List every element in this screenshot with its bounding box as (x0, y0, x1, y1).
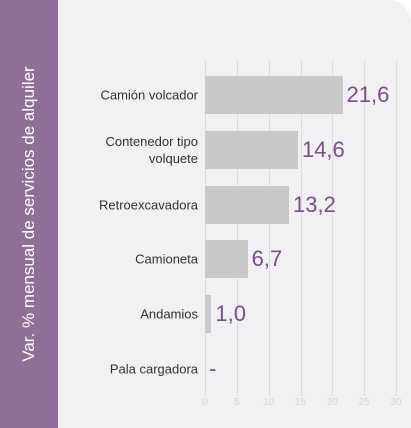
x-tick-label: 25 (358, 397, 370, 408)
x-tick-label: 20 (326, 397, 338, 408)
category-label: Andamios (140, 306, 198, 322)
bar (205, 76, 343, 115)
axis-band (0, 0, 58, 428)
x-tick-label: 15 (294, 397, 307, 408)
x-tick-label: 30 (390, 397, 402, 408)
grid-line (332, 60, 334, 396)
axis-label: Var. % mensual de servicios de alquiler (19, 66, 38, 362)
value-label: 14,6 (301, 137, 345, 162)
value-label: 21,6 (346, 82, 390, 108)
category-label: Contenedor tipo volquete (105, 134, 198, 166)
grid-line (268, 60, 270, 396)
bar (205, 185, 290, 224)
value-label: 1,0 (215, 301, 246, 326)
grid-line (236, 60, 238, 396)
value-label: 6,7 (251, 246, 283, 272)
category-label: Camión volcador (100, 87, 198, 103)
bar (205, 295, 212, 333)
category-label: Retroexcavadora (99, 197, 198, 213)
category-label: Pala cargadora (109, 361, 198, 377)
grid-line (300, 60, 302, 396)
x-tick-label: 5 (234, 397, 240, 408)
grid-line (364, 60, 366, 396)
x-tick-label: 10 (263, 397, 275, 408)
bar (205, 240, 248, 279)
grid-line (205, 60, 206, 396)
x-tick-label: 0 (202, 397, 208, 408)
category-label: Camioneta (135, 251, 198, 267)
value-label: 13,2 (293, 191, 336, 217)
bar (205, 131, 298, 169)
value-label: - (209, 355, 217, 381)
grid-line (396, 60, 397, 396)
